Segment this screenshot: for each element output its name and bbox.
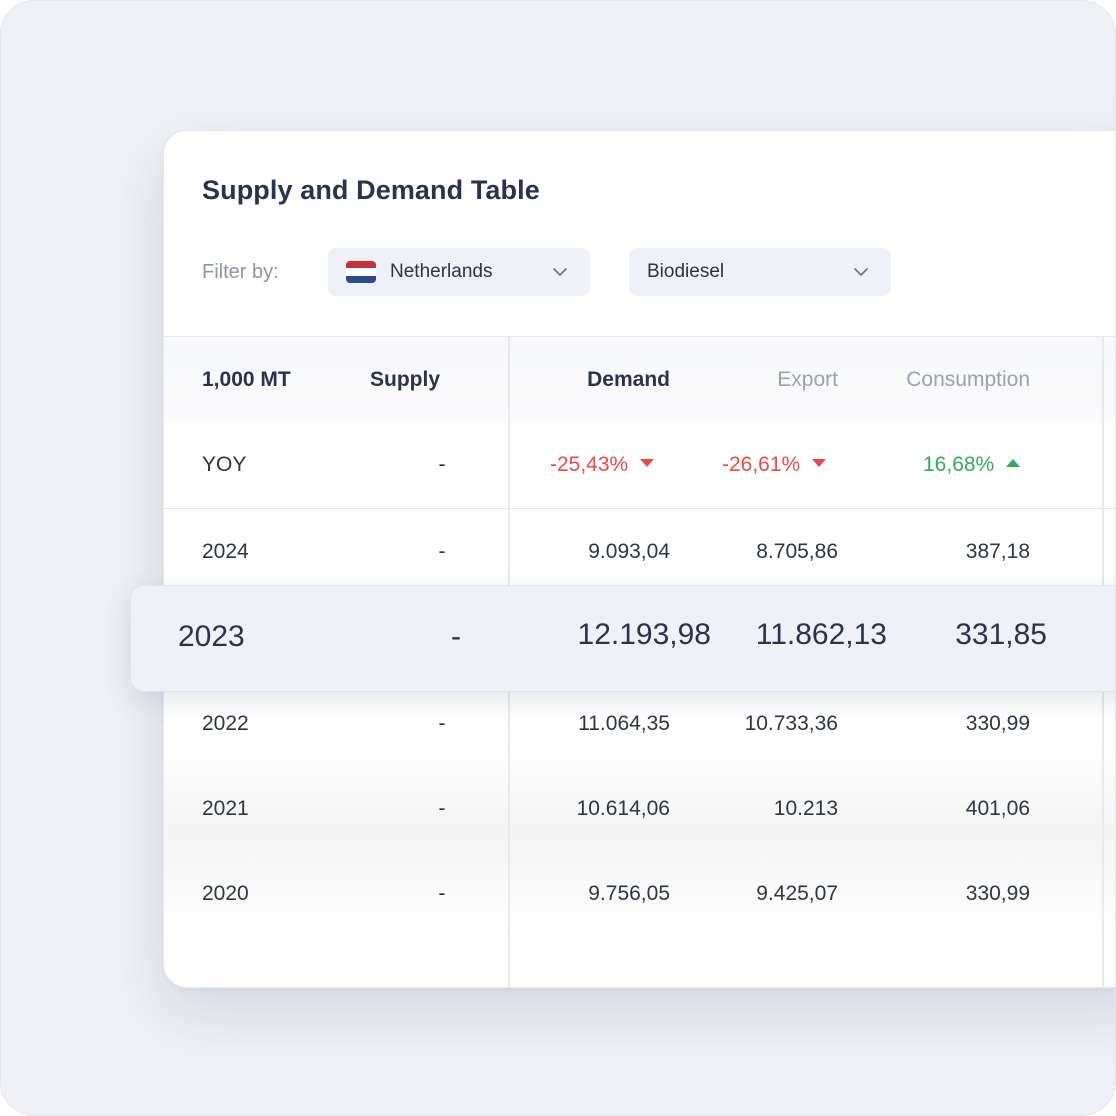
row-export: 8.705,86 [756, 540, 838, 563]
header-supply[interactable]: Supply [370, 368, 441, 391]
row-supply: - [438, 540, 446, 563]
row-divider [164, 508, 1115, 509]
product-select-value: Biodiesel [647, 261, 725, 282]
page-title: Supply and Demand Table [202, 175, 540, 205]
row-export: 10.733,36 [744, 712, 838, 735]
header-unit: 1,000 MT [202, 368, 291, 391]
row-year: 2020 [202, 882, 249, 905]
filter-label: Filter by: [202, 261, 279, 283]
row-supply: - [451, 620, 461, 653]
row-consumption: 330,99 [965, 712, 1030, 735]
row-export: 11.862,13 [755, 618, 887, 651]
yoy-demand: -25,43% [550, 453, 655, 477]
row-year: 2024 [202, 540, 249, 563]
yoy-label: YOY [202, 453, 247, 476]
chevron-down-icon [553, 268, 567, 276]
yoy-supply: - [438, 453, 446, 476]
row-supply: - [438, 797, 446, 820]
row-export: 10.213 [773, 797, 838, 820]
row-supply: - [438, 882, 446, 905]
row-consumption: 331,85 [955, 618, 1047, 651]
header-consumption[interactable]: Consumption [906, 368, 1030, 391]
product-select[interactable]: Biodiesel [629, 248, 891, 296]
chevron-down-icon [854, 268, 868, 276]
row-consumption: 330,99 [965, 882, 1030, 905]
row-export: 9.425,07 [756, 882, 838, 905]
table-header-row [164, 337, 1115, 423]
row-supply: - [438, 712, 446, 735]
netherlands-flag-icon [346, 261, 376, 283]
yoy-consumption: 16,68% [923, 453, 1021, 477]
supply-demand-card: Supply and Demand Table Filter by: Nethe… [163, 130, 1115, 988]
trend-down-icon [640, 459, 655, 468]
row-demand: 12.193,98 [577, 618, 711, 651]
row-consumption: 401,06 [965, 797, 1030, 820]
header-demand[interactable]: Demand [587, 368, 670, 391]
row-demand: 11.064,35 [578, 712, 670, 735]
header-export[interactable]: Export [777, 368, 838, 391]
table-top-divider [164, 336, 1115, 337]
yoy-export: -26,61% [722, 453, 827, 477]
row-consumption: 387,18 [965, 540, 1030, 563]
country-select[interactable]: Netherlands [328, 248, 590, 296]
row-year: 2021 [202, 797, 249, 820]
trend-up-icon [1006, 459, 1021, 468]
row-demand: 9.756,05 [588, 882, 670, 905]
row-demand: 9.093,04 [588, 540, 670, 563]
country-select-value: Netherlands [390, 261, 493, 282]
highlighted-row-2023[interactable]: 2023 - 12.193,98 11.862,13 331,85 [130, 585, 1115, 692]
trend-down-icon [812, 459, 827, 468]
row-year: 2022 [202, 712, 249, 735]
scroll-shadow [164, 741, 1115, 941]
row-year: 2023 [178, 620, 245, 653]
row-demand: 10.614,06 [576, 797, 670, 820]
